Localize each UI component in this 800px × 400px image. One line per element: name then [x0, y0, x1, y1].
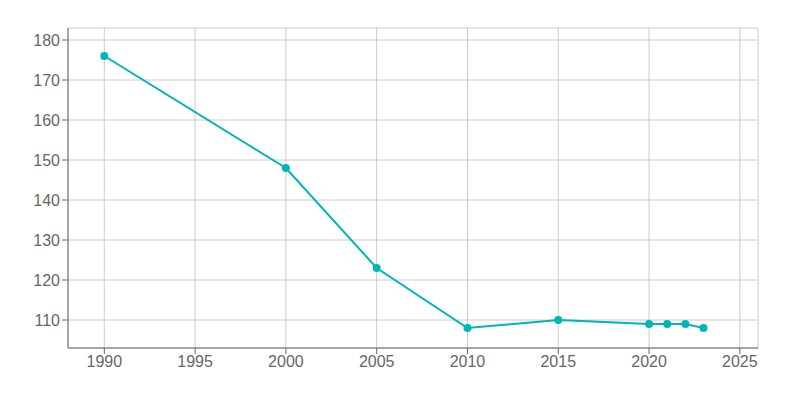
svg-text:120: 120: [33, 272, 60, 289]
svg-text:130: 130: [33, 232, 60, 249]
svg-text:2005: 2005: [359, 353, 395, 370]
svg-text:1990: 1990: [87, 353, 123, 370]
svg-text:2025: 2025: [722, 353, 758, 370]
svg-text:2000: 2000: [268, 353, 304, 370]
svg-text:110: 110: [34, 312, 60, 329]
svg-text:150: 150: [33, 152, 60, 169]
svg-text:170: 170: [33, 72, 60, 89]
svg-text:2020: 2020: [631, 353, 667, 370]
svg-text:140: 140: [33, 192, 60, 209]
svg-text:1995: 1995: [177, 353, 213, 370]
svg-text:2015: 2015: [540, 353, 576, 370]
svg-text:180: 180: [33, 32, 60, 49]
svg-text:160: 160: [33, 112, 60, 129]
svg-text:2010: 2010: [450, 353, 486, 370]
